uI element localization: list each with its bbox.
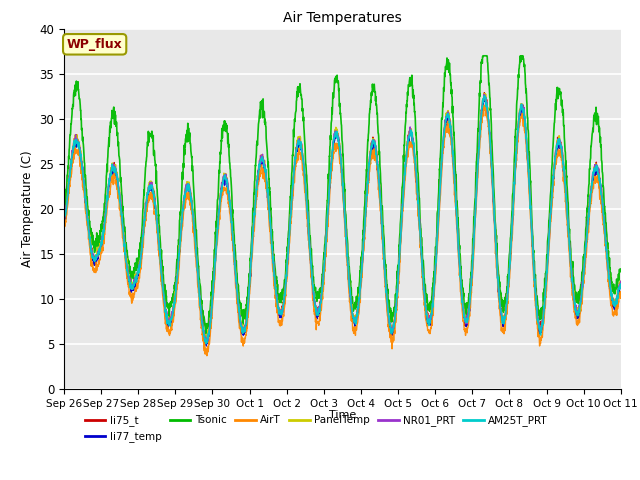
Title: Air Temperatures: Air Temperatures (283, 11, 402, 25)
X-axis label: Time: Time (329, 410, 356, 420)
Y-axis label: Air Temperature (C): Air Temperature (C) (21, 151, 34, 267)
Text: WP_flux: WP_flux (67, 38, 122, 51)
Legend: li75_t, li77_temp, Tsonic, AirT, PanelTemp, NR01_PRT, AM25T_PRT: li75_t, li77_temp, Tsonic, AirT, PanelTe… (81, 411, 552, 446)
